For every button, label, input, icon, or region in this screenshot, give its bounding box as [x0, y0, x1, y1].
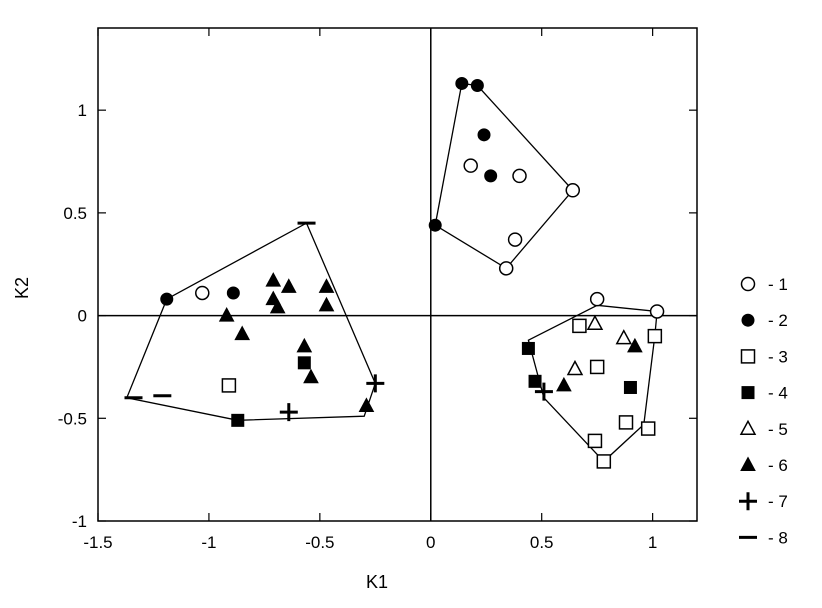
- data-point: [507, 232, 523, 247]
- plot-frame: [97, 27, 698, 522]
- data-point: [195, 285, 210, 301]
- data-point: [234, 325, 251, 341]
- data-point: [231, 413, 245, 427]
- x-tick-label: -1: [201, 533, 216, 552]
- legend-marker: [741, 386, 755, 400]
- legend-label: - 7: [768, 492, 788, 511]
- data-point: [269, 298, 286, 314]
- data-point: [618, 415, 634, 430]
- data-point: [640, 421, 656, 436]
- axis-ticks: -1.5 -1 -0.5 0 0.5 1 -1 -0.5 0 0.5 1: [58, 28, 697, 552]
- data-point: [572, 318, 587, 334]
- data-point: [556, 376, 572, 392]
- cluster-hulls: [125, 82, 658, 463]
- legend-marker: [741, 313, 755, 327]
- legend-label: - 2: [768, 311, 788, 330]
- cluster-hull: [527, 304, 658, 463]
- data-point: [521, 341, 535, 355]
- data-point: [596, 454, 612, 469]
- legend-label: - 4: [768, 384, 788, 403]
- y-tick-label: -1: [72, 512, 87, 531]
- data-point: [627, 337, 643, 353]
- data-point: [589, 359, 605, 375]
- data-point: [296, 337, 313, 353]
- data-point: [303, 368, 319, 384]
- plot-area: [97, 27, 698, 522]
- data-point: [218, 307, 235, 322]
- data-point: [280, 278, 297, 293]
- data-point: [366, 374, 385, 393]
- data-point: [534, 382, 553, 401]
- legend-label: - 5: [768, 420, 788, 439]
- data-point: [586, 314, 604, 331]
- y-tick-label: 0: [78, 307, 87, 326]
- data-point: [318, 278, 335, 293]
- legend-label: - 6: [768, 456, 788, 475]
- x-axis-title: K1: [366, 572, 388, 592]
- legend-marker: [740, 349, 756, 364]
- legend-label: - 3: [768, 347, 788, 366]
- y-tick-label: 1: [78, 101, 87, 120]
- data-point: [565, 183, 581, 198]
- legend-marker: [740, 276, 756, 292]
- y-axis-title: K2: [12, 277, 32, 299]
- data-point: [463, 158, 478, 173]
- y-tick-label: 0.5: [63, 204, 87, 223]
- data-point: [512, 168, 527, 184]
- data-point: [647, 328, 663, 344]
- data-points: [124, 76, 665, 469]
- data-point: [428, 218, 442, 232]
- data-point: [358, 397, 375, 412]
- legend-label: - 8: [768, 528, 788, 547]
- data-point: [297, 356, 311, 370]
- data-point: [477, 128, 491, 142]
- legend: - 1 - 2 - 3 - 4 - 5 - 6 - 7 - 8: [739, 275, 788, 547]
- data-point: [566, 359, 584, 376]
- data-point: [318, 296, 335, 312]
- data-point: [623, 380, 637, 394]
- cluster-hull: [125, 222, 376, 421]
- data-point: [615, 329, 633, 345]
- x-tick-label: -1.5: [83, 533, 112, 552]
- data-point: [265, 272, 282, 287]
- data-point: [484, 169, 498, 183]
- data-point: [226, 286, 240, 300]
- legend-marker: [739, 419, 757, 436]
- x-tick-label: 0: [426, 533, 435, 552]
- data-point: [455, 76, 469, 90]
- data-point: [160, 292, 174, 306]
- legend-marker: [740, 456, 756, 471]
- legend-label: - 1: [768, 275, 788, 294]
- cluster-hull: [434, 82, 574, 270]
- data-point: [587, 433, 603, 449]
- data-point: [221, 378, 237, 393]
- data-point: [528, 374, 542, 388]
- x-tick-label: -0.5: [305, 533, 334, 552]
- data-point: [279, 403, 298, 422]
- x-tick-label: 0.5: [530, 533, 554, 552]
- data-point: [498, 261, 514, 276]
- data-point: [649, 304, 665, 319]
- data-point: [470, 79, 484, 93]
- legend-marker: [739, 492, 757, 511]
- data-point: [589, 291, 605, 307]
- y-tick-label: -0.5: [58, 409, 87, 428]
- x-tick-label: 1: [648, 533, 657, 552]
